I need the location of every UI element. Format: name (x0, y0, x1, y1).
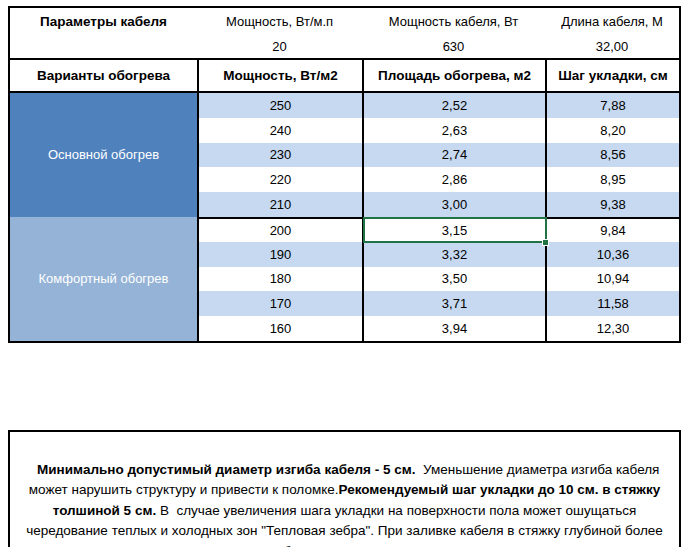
table-cell[interactable]: 160 (197, 316, 362, 341)
params-empty-cell[interactable] (10, 35, 197, 58)
table-cell[interactable]: 2,52 (362, 93, 545, 118)
table-cell[interactable]: 3,32 (362, 242, 545, 267)
table-cell[interactable]: 2,74 (362, 143, 545, 168)
table-cell[interactable]: 240 (197, 118, 362, 143)
table-cell[interactable]: 9,84 (545, 217, 679, 242)
table-cell[interactable]: 12,30 (545, 316, 679, 341)
table-cell[interactable]: 9,38 (545, 192, 679, 217)
selection-border (363, 217, 547, 243)
table-cell[interactable]: 10,36 (545, 242, 679, 267)
selected-cell[interactable]: 3,15 (362, 217, 545, 242)
table-cell[interactable]: 8,56 (545, 143, 679, 168)
table-cell[interactable]: 2,63 (362, 118, 545, 143)
section-label-comfort[interactable]: Комфортный обогрев (10, 217, 197, 341)
header-power[interactable]: Мощность, Вт/м2 (197, 60, 362, 91)
table-cell[interactable]: 180 (197, 267, 362, 292)
table-cell[interactable]: 2,86 (362, 167, 545, 192)
fill-handle[interactable] (542, 239, 549, 246)
params-value-cable-length[interactable]: 32,00 (545, 35, 679, 58)
section-label-main[interactable]: Основной обогрев (10, 93, 197, 217)
header-step[interactable]: Шаг укладки, см (545, 60, 679, 91)
table-cell[interactable]: 200 (197, 217, 362, 242)
note-segment-bold: Минимально допустимый диаметр изгиба каб… (37, 462, 415, 477)
note-box[interactable]: Минимально допустимый диаметр изгиба каб… (8, 430, 681, 547)
table-cell[interactable]: 8,20 (545, 118, 679, 143)
table-cell[interactable]: 10,94 (545, 267, 679, 292)
table-cell[interactable]: 170 (197, 291, 362, 316)
params-value-power-per-m[interactable]: 20 (197, 35, 362, 58)
table-cell[interactable]: 220 (197, 167, 362, 192)
table-cell[interactable]: 3,00 (362, 192, 545, 217)
params-value-cable-power[interactable]: 630 (362, 35, 545, 58)
data-grid: Основной обогрев2502,527,88 2402,638,20 23… (10, 93, 679, 341)
params-title[interactable]: Параметры кабеля (10, 8, 197, 35)
params-section: Параметры кабеля Мощность, Вт/м.п Мощнос… (10, 8, 679, 58)
table-cell[interactable]: 190 (197, 242, 362, 267)
header-area[interactable]: Площадь обогрева, м2 (362, 60, 545, 91)
table-cell[interactable]: 3,71 (362, 291, 545, 316)
spreadsheet-table: Параметры кабеля Мощность, Вт/м.п Мощнос… (8, 6, 681, 343)
params-header-cable-length[interactable]: Длина кабеля, М (545, 8, 679, 35)
table-cell[interactable]: 8,95 (545, 167, 679, 192)
table-cell[interactable]: 250 (197, 93, 362, 118)
note-text: Минимально допустимый диаметр изгиба каб… (26, 462, 666, 547)
table-cell[interactable]: 3,94 (362, 316, 545, 341)
table-cell[interactable]: 230 (197, 143, 362, 168)
table-cell[interactable]: 3,50 (362, 267, 545, 292)
header-variants[interactable]: Варианты обогрева (10, 60, 197, 91)
params-header-cable-power[interactable]: Мощность кабеля, Вт (362, 8, 545, 35)
table-cell[interactable]: 7,88 (545, 93, 679, 118)
table-cell[interactable]: 210 (197, 192, 362, 217)
params-header-power-per-m[interactable]: Мощность, Вт/м.п (197, 8, 362, 35)
columns-header-row: Варианты обогрева Мощность, Вт/м2 Площад… (10, 58, 679, 93)
table-cell[interactable]: 11,58 (545, 291, 679, 316)
